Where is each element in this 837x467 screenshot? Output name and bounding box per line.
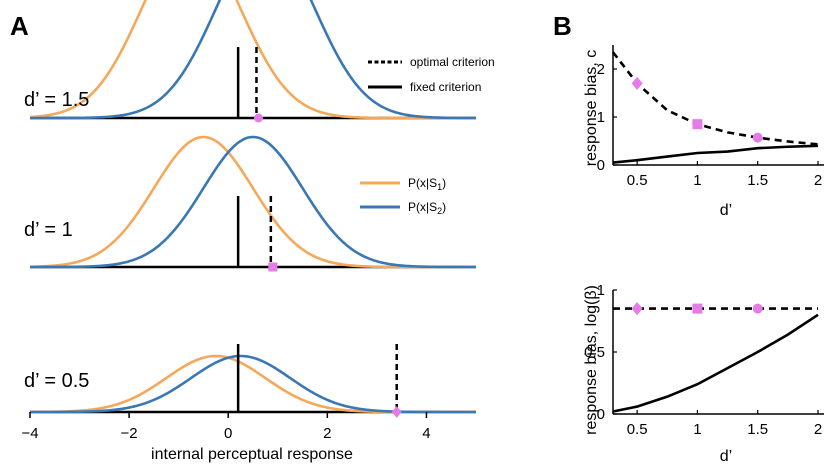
distribution-s2-curve	[30, 354, 476, 414]
x-tick-label: −4	[21, 425, 38, 442]
x-tick-label: 0	[224, 425, 232, 442]
panel-a-x-axis: −4 −2 0 2 4	[21, 412, 431, 442]
x-tick-label: 4	[422, 425, 430, 442]
y-tick-label: 0	[597, 157, 605, 174]
distribution-plot-dprime-1	[29, 135, 476, 272]
x-tick-label: 1.5	[747, 172, 768, 189]
panel-b-letter: B	[553, 11, 572, 41]
dprime-label-1: d’ = 1	[24, 219, 73, 241]
dprime-label-0-5: d’ = 0.5	[24, 370, 89, 392]
bias-marker-diamond	[631, 76, 643, 90]
fixed-criterion-series	[612, 313, 819, 413]
distribution-s1-curve	[29, 0, 476, 120]
y-tick-label: 1	[597, 109, 605, 126]
legend-distributions: P(x|S1) P(x|S2)	[360, 176, 446, 216]
distribution-plot-dprime-0-5	[29, 344, 476, 418]
x-tick-label: 1	[693, 172, 701, 189]
legend-fixed-label: fixed criterion	[410, 80, 481, 94]
distribution-s1-curve	[29, 135, 476, 269]
response-bias-c-plot: 0.5 1 1.5 2 0 1 2	[597, 45, 824, 189]
distribution-s2-curve	[30, 135, 476, 269]
panel-b: 0.5 1 1.5 2 0 1 2 0.5 1 1.5 2 0 0.5 1 response bias,…	[583, 45, 824, 465]
distribution-s1-curve	[29, 354, 476, 414]
y-tick-label: 2	[597, 61, 605, 78]
legend-criteria: optimal criterion fixed criterion	[368, 55, 495, 94]
bias-marker-diamond	[631, 302, 643, 316]
x-tick-label: −2	[121, 425, 138, 442]
fixed-criterion-series	[612, 144, 819, 164]
legend-s1-label: P(x|S1)	[408, 176, 446, 192]
bias-marker-square	[692, 303, 703, 314]
dprime-label-1-5: d’ = 1.5	[24, 89, 89, 111]
x-tick-label: 1.5	[747, 421, 768, 438]
y-tick-label: 1	[597, 282, 605, 299]
b-bottom-x-axis-label: d’	[720, 448, 732, 465]
x-tick-label: 0.5	[627, 421, 648, 438]
panel-a: d’ = 1.5 d’ = 1 d’ = 0.5 −4 −2 0 2 4 interna…	[21, 0, 495, 463]
x-tick-label: 1	[693, 421, 701, 438]
panel-a-letter: A	[10, 11, 29, 41]
x-tick-label: 2	[814, 421, 822, 438]
criterion-marker-diamond	[391, 406, 402, 418]
criterion-marker-circle	[253, 113, 263, 123]
y-tick-label: 0.5	[584, 344, 605, 361]
x-tick-label: 2	[323, 425, 331, 442]
b-top-y-axis-label: response bias, c	[583, 50, 600, 167]
bias-marker-square	[692, 119, 703, 130]
y-tick-label: 0	[597, 406, 605, 423]
optimal-criterion-series	[611, 51, 819, 146]
panel-a-x-axis-label: internal perceptual response	[151, 446, 353, 463]
x-tick-label: 2	[814, 172, 822, 189]
distribution-plot-dprime-1-5	[29, 0, 476, 123]
b-top-x-axis-label: d’	[720, 202, 732, 219]
legend-s2-label: P(x|S2)	[408, 200, 446, 216]
bias-marker-circle	[752, 132, 763, 143]
b-bottom-y-axis-label: response bias, log(β)	[583, 285, 600, 435]
distribution-s2-curve	[30, 0, 476, 120]
bias-marker-circle	[752, 303, 763, 314]
x-tick-label: 0.5	[627, 172, 648, 189]
legend-optimal-label: optimal criterion	[410, 55, 495, 69]
response-bias-logbeta-plot: 0.5 1 1.5 2 0 0.5 1	[584, 282, 824, 438]
criterion-marker-square	[268, 262, 278, 272]
